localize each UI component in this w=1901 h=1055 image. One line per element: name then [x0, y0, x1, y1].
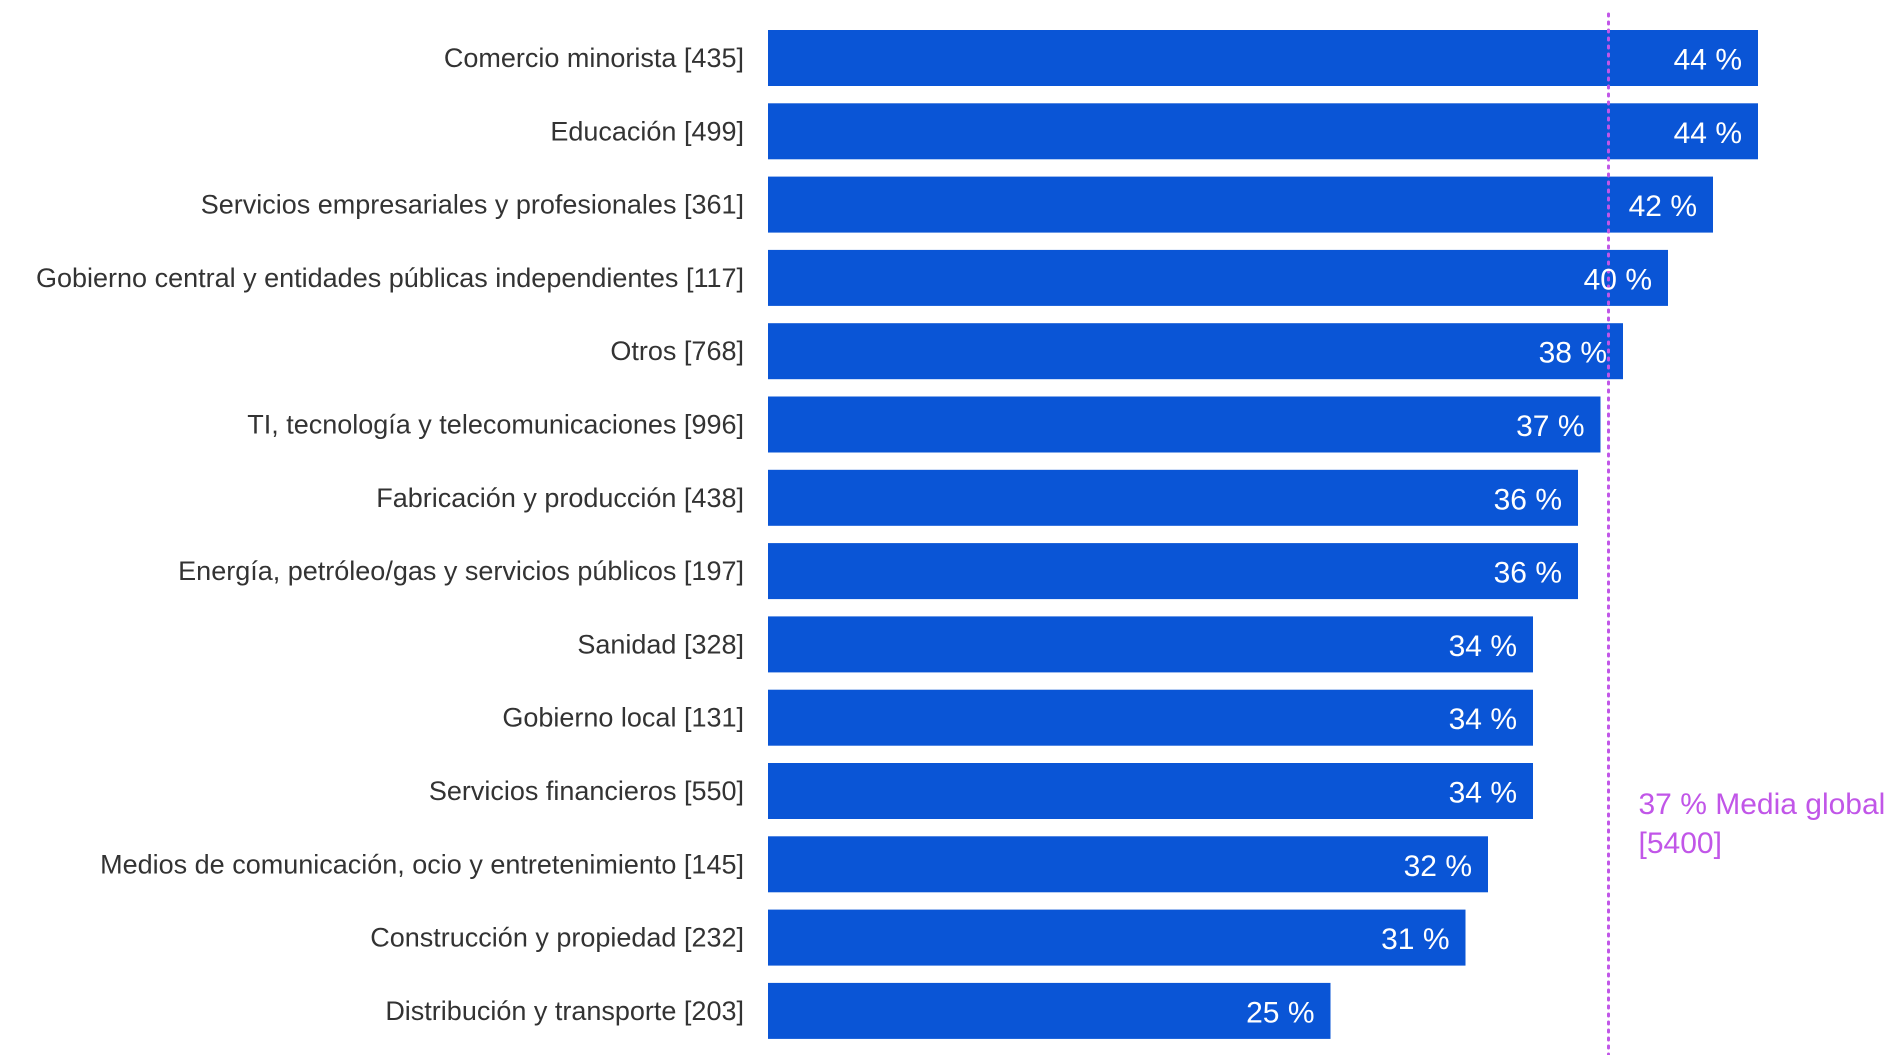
bar: [768, 396, 1601, 453]
value-label: 34 %: [1449, 703, 1517, 736]
value-label: 37 %: [1516, 410, 1584, 443]
value-label: 36 %: [1494, 483, 1562, 516]
bar: [768, 689, 1533, 746]
value-label: 32 %: [1404, 850, 1472, 883]
global-average-label: 37 % Media global: [1639, 788, 1886, 821]
category-label: Servicios financieros [550]: [429, 776, 744, 806]
labels-layer: Comercio minorista [435] 44 % Educación [4…: [36, 43, 1742, 1029]
value-label: 31 %: [1381, 923, 1449, 956]
value-label: 36 %: [1494, 557, 1562, 590]
category-label: Construcción y propiedad [232]: [370, 923, 744, 953]
value-label: 40 %: [1584, 263, 1652, 296]
bar: [768, 909, 1466, 966]
category-label: Educación [499]: [550, 116, 744, 146]
category-label: Energía, petróleo/gas y servicios públic…: [178, 556, 744, 586]
bar: [768, 543, 1578, 600]
category-label: Gobierno local [131]: [502, 703, 744, 733]
category-label: Otros [768]: [610, 336, 744, 366]
value-label: 34 %: [1449, 777, 1517, 810]
value-label: 42 %: [1629, 190, 1697, 223]
bar: [768, 982, 1331, 1039]
bar: [768, 323, 1623, 380]
bars-layer: [768, 30, 1758, 1039]
bar: [768, 249, 1668, 306]
value-label: 34 %: [1449, 630, 1517, 663]
category-label: Fabricación y producción [438]: [376, 483, 744, 513]
category-label: Medios de comunicación, ocio y entreteni…: [100, 849, 744, 879]
bar: [768, 616, 1533, 673]
value-label: 44 %: [1674, 44, 1742, 77]
bar: [768, 836, 1488, 893]
bar: [768, 30, 1758, 86]
value-label: 38 %: [1539, 337, 1607, 370]
category-label: Distribución y transporte [203]: [385, 996, 744, 1026]
category-label: Gobierno central y entidades públicas in…: [36, 263, 744, 293]
value-label: 25 %: [1246, 996, 1314, 1029]
bar: [768, 176, 1713, 233]
bar: [768, 469, 1578, 526]
category-label: Servicios empresariales y profesionales …: [201, 190, 744, 220]
category-label: TI, tecnología y telecomunicaciones [996…: [247, 410, 744, 440]
global-average-sample-size: [5400]: [1639, 827, 1722, 860]
value-label: 44 %: [1674, 117, 1742, 150]
bar: [768, 763, 1533, 819]
bar: [768, 103, 1758, 160]
category-label: Comercio minorista [435]: [444, 43, 744, 73]
category-label: Sanidad [328]: [577, 629, 744, 659]
